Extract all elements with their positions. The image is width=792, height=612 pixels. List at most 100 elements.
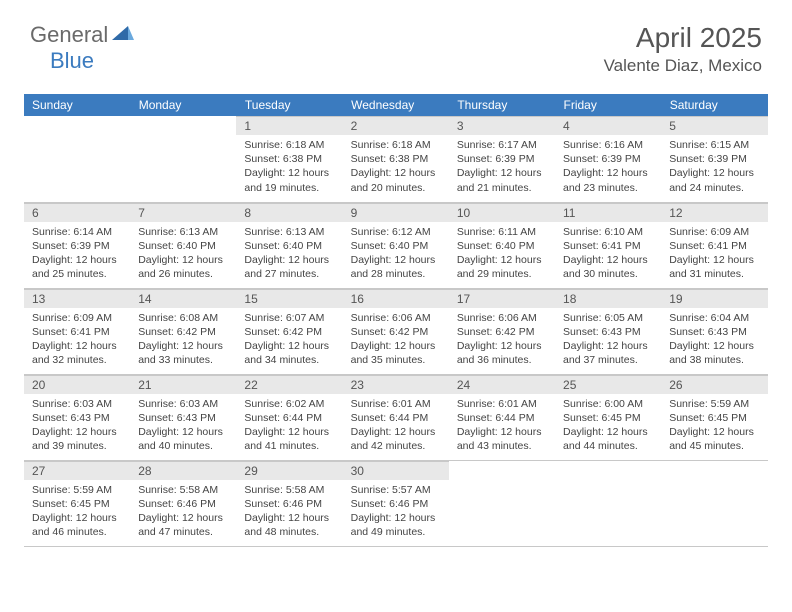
calendar-row: 20Sunrise: 6:03 AMSunset: 6:43 PMDayligh… bbox=[24, 374, 768, 460]
day-details: Sunrise: 6:03 AMSunset: 6:43 PMDaylight:… bbox=[130, 394, 236, 457]
day-details: Sunrise: 5:57 AMSunset: 6:46 PMDaylight:… bbox=[343, 480, 449, 543]
day-details: Sunrise: 5:59 AMSunset: 6:45 PMDaylight:… bbox=[661, 394, 767, 457]
calendar-row: 13Sunrise: 6:09 AMSunset: 6:41 PMDayligh… bbox=[24, 288, 768, 374]
calendar-cell: 20Sunrise: 6:03 AMSunset: 6:43 PMDayligh… bbox=[24, 374, 130, 460]
weekday-header: Saturday bbox=[661, 94, 767, 116]
day-number: 12 bbox=[661, 203, 767, 222]
calendar-cell: .. bbox=[449, 460, 555, 546]
calendar-cell: .. bbox=[661, 460, 767, 546]
day-number: 3 bbox=[449, 116, 555, 135]
day-number: 8 bbox=[236, 203, 342, 222]
calendar-cell: 1Sunrise: 6:18 AMSunset: 6:38 PMDaylight… bbox=[236, 116, 342, 202]
weekday-header: Wednesday bbox=[343, 94, 449, 116]
calendar-cell: 2Sunrise: 6:18 AMSunset: 6:38 PMDaylight… bbox=[343, 116, 449, 202]
calendar-body: .... 1Sunrise: 6:18 AMSunset: 6:38 PMDayl… bbox=[24, 116, 768, 546]
day-number: 21 bbox=[130, 375, 236, 394]
day-number: 1 bbox=[236, 116, 342, 135]
day-details: Sunrise: 6:12 AMSunset: 6:40 PMDaylight:… bbox=[343, 222, 449, 285]
day-number: 4 bbox=[555, 116, 661, 135]
calendar-cell: 23Sunrise: 6:01 AMSunset: 6:44 PMDayligh… bbox=[343, 374, 449, 460]
day-details: Sunrise: 6:08 AMSunset: 6:42 PMDaylight:… bbox=[130, 308, 236, 371]
location-label: Valente Diaz, Mexico bbox=[604, 56, 762, 76]
title-block: April 2025 Valente Diaz, Mexico bbox=[604, 22, 762, 76]
day-number: 27 bbox=[24, 461, 130, 480]
day-details: Sunrise: 6:01 AMSunset: 6:44 PMDaylight:… bbox=[343, 394, 449, 457]
calendar-cell: 27Sunrise: 5:59 AMSunset: 6:45 PMDayligh… bbox=[24, 460, 130, 546]
day-details: Sunrise: 6:10 AMSunset: 6:41 PMDaylight:… bbox=[555, 222, 661, 285]
calendar-cell: 18Sunrise: 6:05 AMSunset: 6:43 PMDayligh… bbox=[555, 288, 661, 374]
calendar-row: 27Sunrise: 5:59 AMSunset: 6:45 PMDayligh… bbox=[24, 460, 768, 546]
day-details: Sunrise: 6:09 AMSunset: 6:41 PMDaylight:… bbox=[661, 222, 767, 285]
day-number: 17 bbox=[449, 289, 555, 308]
day-number: 22 bbox=[236, 375, 342, 394]
weekday-header: Sunday bbox=[24, 94, 130, 116]
day-number: 23 bbox=[343, 375, 449, 394]
day-details: Sunrise: 6:11 AMSunset: 6:40 PMDaylight:… bbox=[449, 222, 555, 285]
day-number: 6 bbox=[24, 203, 130, 222]
calendar-cell: 30Sunrise: 5:57 AMSunset: 6:46 PMDayligh… bbox=[343, 460, 449, 546]
brand-word-2: Blue bbox=[50, 48, 94, 73]
day-number: 11 bbox=[555, 203, 661, 222]
calendar-cell: 13Sunrise: 6:09 AMSunset: 6:41 PMDayligh… bbox=[24, 288, 130, 374]
calendar-cell: 10Sunrise: 6:11 AMSunset: 6:40 PMDayligh… bbox=[449, 202, 555, 288]
day-details: Sunrise: 6:15 AMSunset: 6:39 PMDaylight:… bbox=[661, 135, 767, 198]
day-number: 24 bbox=[449, 375, 555, 394]
page-header: General April 2025 Valente Diaz, Mexico bbox=[0, 0, 792, 86]
day-number: 5 bbox=[661, 116, 767, 135]
calendar-cell: 21Sunrise: 6:03 AMSunset: 6:43 PMDayligh… bbox=[130, 374, 236, 460]
day-number: 16 bbox=[343, 289, 449, 308]
day-details: Sunrise: 6:06 AMSunset: 6:42 PMDaylight:… bbox=[343, 308, 449, 371]
calendar-cell: 24Sunrise: 6:01 AMSunset: 6:44 PMDayligh… bbox=[449, 374, 555, 460]
day-details: Sunrise: 6:03 AMSunset: 6:43 PMDaylight:… bbox=[24, 394, 130, 457]
day-number: 20 bbox=[24, 375, 130, 394]
brand-logo: General bbox=[30, 22, 136, 48]
month-title: April 2025 bbox=[604, 22, 762, 54]
day-details: Sunrise: 6:01 AMSunset: 6:44 PMDaylight:… bbox=[449, 394, 555, 457]
day-details: Sunrise: 6:13 AMSunset: 6:40 PMDaylight:… bbox=[236, 222, 342, 285]
calendar-cell: 7Sunrise: 6:13 AMSunset: 6:40 PMDaylight… bbox=[130, 202, 236, 288]
day-details: Sunrise: 6:17 AMSunset: 6:39 PMDaylight:… bbox=[449, 135, 555, 198]
day-details: Sunrise: 5:59 AMSunset: 6:45 PMDaylight:… bbox=[24, 480, 130, 543]
day-number: 25 bbox=[555, 375, 661, 394]
calendar-cell: 4Sunrise: 6:16 AMSunset: 6:39 PMDaylight… bbox=[555, 116, 661, 202]
day-details: Sunrise: 6:07 AMSunset: 6:42 PMDaylight:… bbox=[236, 308, 342, 371]
day-number: 2 bbox=[343, 116, 449, 135]
day-details: Sunrise: 6:14 AMSunset: 6:39 PMDaylight:… bbox=[24, 222, 130, 285]
weekday-header: Thursday bbox=[449, 94, 555, 116]
day-details: Sunrise: 6:18 AMSunset: 6:38 PMDaylight:… bbox=[343, 135, 449, 198]
calendar-cell: 26Sunrise: 5:59 AMSunset: 6:45 PMDayligh… bbox=[661, 374, 767, 460]
day-details: Sunrise: 6:13 AMSunset: 6:40 PMDaylight:… bbox=[130, 222, 236, 285]
calendar-cell: 15Sunrise: 6:07 AMSunset: 6:42 PMDayligh… bbox=[236, 288, 342, 374]
day-number: 30 bbox=[343, 461, 449, 480]
calendar-cell: 25Sunrise: 6:00 AMSunset: 6:45 PMDayligh… bbox=[555, 374, 661, 460]
calendar-cell: 12Sunrise: 6:09 AMSunset: 6:41 PMDayligh… bbox=[661, 202, 767, 288]
day-details: Sunrise: 6:02 AMSunset: 6:44 PMDaylight:… bbox=[236, 394, 342, 457]
calendar-row: ....1Sunrise: 6:18 AMSunset: 6:38 PMDayl… bbox=[24, 116, 768, 202]
day-details: Sunrise: 6:04 AMSunset: 6:43 PMDaylight:… bbox=[661, 308, 767, 371]
calendar-row: 6Sunrise: 6:14 AMSunset: 6:39 PMDaylight… bbox=[24, 202, 768, 288]
calendar-cell: 19Sunrise: 6:04 AMSunset: 6:43 PMDayligh… bbox=[661, 288, 767, 374]
weekday-header: Monday bbox=[130, 94, 236, 116]
weekday-header-row: SundayMondayTuesdayWednesdayThursdayFrid… bbox=[24, 94, 768, 116]
day-number: 9 bbox=[343, 203, 449, 222]
calendar-cell: 22Sunrise: 6:02 AMSunset: 6:44 PMDayligh… bbox=[236, 374, 342, 460]
day-number: 7 bbox=[130, 203, 236, 222]
day-number: 29 bbox=[236, 461, 342, 480]
day-number: 19 bbox=[661, 289, 767, 308]
day-details: Sunrise: 6:06 AMSunset: 6:42 PMDaylight:… bbox=[449, 308, 555, 371]
calendar-cell: 14Sunrise: 6:08 AMSunset: 6:42 PMDayligh… bbox=[130, 288, 236, 374]
brand-word-1: General bbox=[30, 22, 108, 48]
brand-triangle-icon bbox=[112, 24, 134, 45]
brand-word-2-wrap: Blue bbox=[50, 48, 94, 74]
calendar-cell: 16Sunrise: 6:06 AMSunset: 6:42 PMDayligh… bbox=[343, 288, 449, 374]
calendar-cell: 29Sunrise: 5:58 AMSunset: 6:46 PMDayligh… bbox=[236, 460, 342, 546]
calendar-cell: 5Sunrise: 6:15 AMSunset: 6:39 PMDaylight… bbox=[661, 116, 767, 202]
day-number: 13 bbox=[24, 289, 130, 308]
day-details: Sunrise: 6:16 AMSunset: 6:39 PMDaylight:… bbox=[555, 135, 661, 198]
day-number: 18 bbox=[555, 289, 661, 308]
day-number: 26 bbox=[661, 375, 767, 394]
calendar-cell: 28Sunrise: 5:58 AMSunset: 6:46 PMDayligh… bbox=[130, 460, 236, 546]
day-number: 28 bbox=[130, 461, 236, 480]
calendar-cell: 8Sunrise: 6:13 AMSunset: 6:40 PMDaylight… bbox=[236, 202, 342, 288]
day-number: 10 bbox=[449, 203, 555, 222]
